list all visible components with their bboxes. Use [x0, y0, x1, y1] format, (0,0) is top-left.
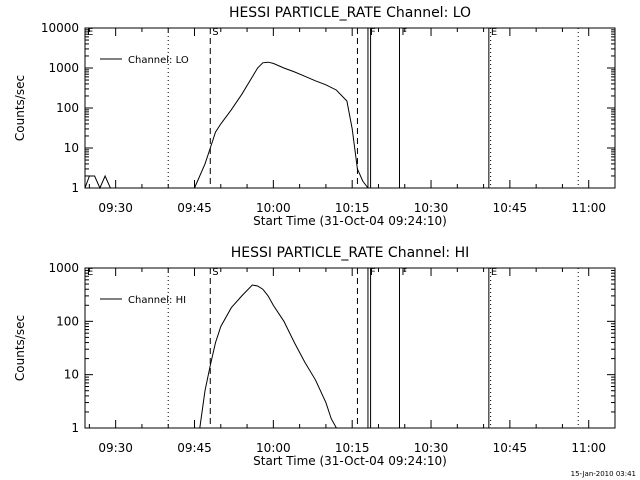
chart-title: HESSI PARTICLE_RATE Channel: HI: [231, 245, 469, 261]
event-label: F: [401, 267, 407, 278]
y-tick-label: 1000: [48, 261, 79, 275]
x-tick-label: 10:30: [414, 441, 449, 455]
x-tick-label: 10:30: [414, 201, 449, 215]
event-label: F: [401, 27, 407, 38]
x-tick-label: 11:00: [571, 441, 606, 455]
x-tick-label: 10:45: [493, 441, 528, 455]
legend-label: Channel: LO: [128, 55, 189, 66]
y-tick-label: 1000: [48, 61, 79, 75]
panel-lo: HESSI PARTICLE_RATE Channel: LO 1 10 100 100…: [13, 5, 616, 228]
event-label: S: [212, 27, 218, 38]
y-tick-label: 1: [71, 421, 79, 435]
x-tick-label: 09:45: [177, 201, 212, 215]
event-label: F: [370, 267, 376, 278]
y-tick-label: 10: [64, 368, 79, 382]
y-tick-label: 1: [71, 181, 79, 195]
event-label: S: [212, 267, 218, 278]
x-tick-label: 09:30: [98, 201, 133, 215]
x-tick-label: 09:30: [98, 441, 133, 455]
y-axis-label: Counts/sec: [13, 75, 27, 141]
series-line: [199, 284, 337, 429]
y-tick-label: 100: [56, 314, 79, 328]
chart-title: HESSI PARTICLE_RATE Channel: LO: [229, 5, 471, 21]
event-label: F: [370, 27, 376, 38]
y-axis-label: Counts/sec: [13, 315, 27, 381]
event-label: E: [87, 267, 93, 278]
panel-hi: HESSI PARTICLE_RATE Channel: HI 1 10 100 100…: [13, 245, 616, 468]
y-tick-label: 100: [56, 101, 79, 115]
y-tick-label: 10: [64, 141, 79, 155]
x-tick-label: 09:45: [177, 441, 212, 455]
y-tick-label: 10000: [41, 21, 79, 35]
x-tick-label: 10:00: [256, 441, 291, 455]
plot-frame: [84, 267, 616, 429]
timestamp: 15-Jan-2010 03:41: [571, 470, 636, 478]
event-label: E: [491, 267, 497, 278]
plot-frame: [84, 27, 616, 189]
x-tick-label: 11:00: [571, 201, 606, 215]
x-tick-label: 10:15: [335, 441, 370, 455]
legend-label: Channel: HI: [128, 295, 186, 306]
x-axis-label: Start Time (31-Oct-04 09:24:10): [253, 214, 447, 228]
series-line: [84, 61, 369, 190]
event-label: E: [491, 27, 497, 38]
x-tick-label: 10:45: [493, 201, 528, 215]
x-tick-label: 10:15: [335, 201, 370, 215]
event-label: E: [87, 27, 93, 38]
x-tick-label: 10:00: [256, 201, 291, 215]
x-axis-label: Start Time (31-Oct-04 09:24:10): [253, 454, 447, 468]
